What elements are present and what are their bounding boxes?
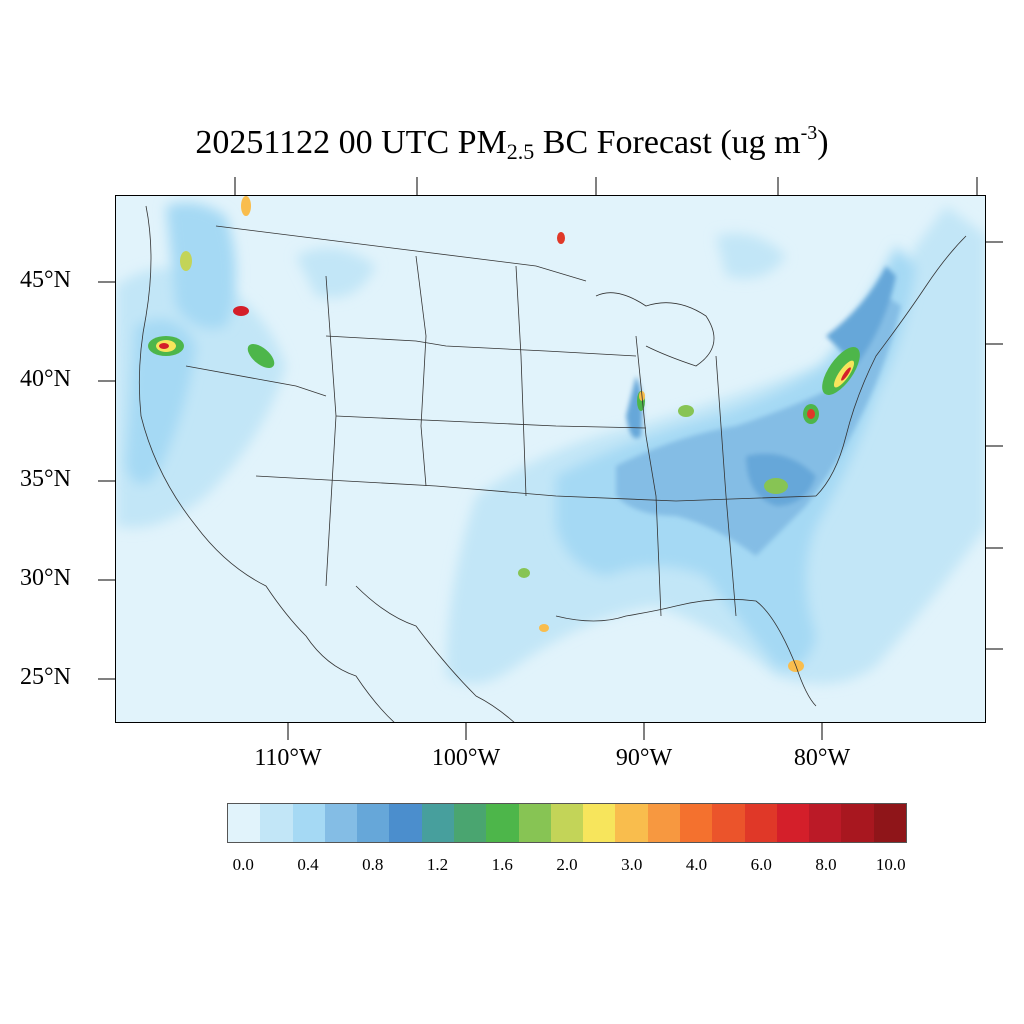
map-panel xyxy=(115,195,986,723)
state-line xyxy=(255,475,817,502)
colorbar-label: 4.0 xyxy=(685,855,708,874)
colorbar-cell xyxy=(389,804,422,842)
title-superscript: -3 xyxy=(800,122,818,144)
colorbar-cell xyxy=(292,804,325,842)
colorbar-cell xyxy=(324,804,358,842)
colorbar-cell xyxy=(260,804,293,842)
colorbar-cell xyxy=(679,804,713,842)
lon-label: 80°W xyxy=(793,745,851,771)
map-title: 20251122 00 UTC PM2.5 BC Forecast (ug m-… xyxy=(0,122,1024,165)
lat-label: 25°N xyxy=(20,664,71,690)
colorbar-label: 6.0 xyxy=(750,855,772,874)
colorbar-cell xyxy=(228,804,261,842)
colorbar-cell xyxy=(744,804,777,842)
state-line xyxy=(515,265,527,497)
colorbar-cell xyxy=(615,804,648,842)
lat-label: 35°N xyxy=(20,466,71,492)
colorbar-cell xyxy=(809,804,842,842)
lat-label: 45°N xyxy=(20,267,71,293)
colorbar xyxy=(227,803,907,843)
colorbar-label: 1.6 xyxy=(491,855,513,874)
hotspots xyxy=(148,196,860,672)
colorbar-label: 2.0 xyxy=(556,855,578,874)
colorbar-cell xyxy=(421,804,454,842)
lon-label: 100°W xyxy=(431,745,501,771)
west-coastline xyxy=(138,205,395,722)
colorbar-label: 1.2 xyxy=(426,855,449,874)
colorbar-cell xyxy=(841,804,874,842)
colorbar-label: 3.0 xyxy=(621,855,643,874)
colorbar-cell xyxy=(518,804,551,842)
title-subscript: 2.5 xyxy=(506,139,535,164)
colorbar-cell xyxy=(453,804,487,842)
title-prefix: 20251122 00 UTC PM xyxy=(195,124,507,161)
colorbar-label: 10.0 xyxy=(875,855,906,874)
colorbar-cell xyxy=(357,804,390,842)
lat-label: 30°N xyxy=(20,565,71,591)
colorbar-cell xyxy=(550,804,584,842)
colorbar-label: 0.0 xyxy=(232,855,254,874)
east-coastline xyxy=(815,235,967,497)
colorbar-cell xyxy=(776,804,810,842)
colorbar-label: 0.4 xyxy=(297,855,319,874)
great-lakes xyxy=(595,292,715,367)
colorbar-cell xyxy=(647,804,680,842)
state-line xyxy=(715,355,737,617)
lon-label: 110°W xyxy=(254,745,322,771)
boundaries xyxy=(138,205,967,722)
pm25-field xyxy=(116,196,985,722)
colorbar-label: 0.8 xyxy=(362,855,384,874)
title-suffix: ) xyxy=(817,124,829,161)
gulf-coastline xyxy=(555,598,817,707)
title-mid: BC Forecast (ug m xyxy=(534,124,801,161)
colorbar-cell xyxy=(873,804,906,842)
state-line xyxy=(635,335,662,617)
lon-label: 90°W xyxy=(615,745,673,771)
colorbar-label: 8.0 xyxy=(815,855,837,874)
colorbar-cell xyxy=(712,804,745,842)
northern-border xyxy=(215,225,587,282)
colorbar-cell xyxy=(486,804,519,842)
state-line xyxy=(415,255,427,487)
state-line xyxy=(325,335,637,357)
state-line xyxy=(185,365,327,397)
state-line xyxy=(335,415,647,429)
lat-label: 40°N xyxy=(20,366,71,392)
colorbar-cell xyxy=(583,804,616,842)
state-line xyxy=(325,275,337,587)
mexico-border xyxy=(355,585,515,722)
